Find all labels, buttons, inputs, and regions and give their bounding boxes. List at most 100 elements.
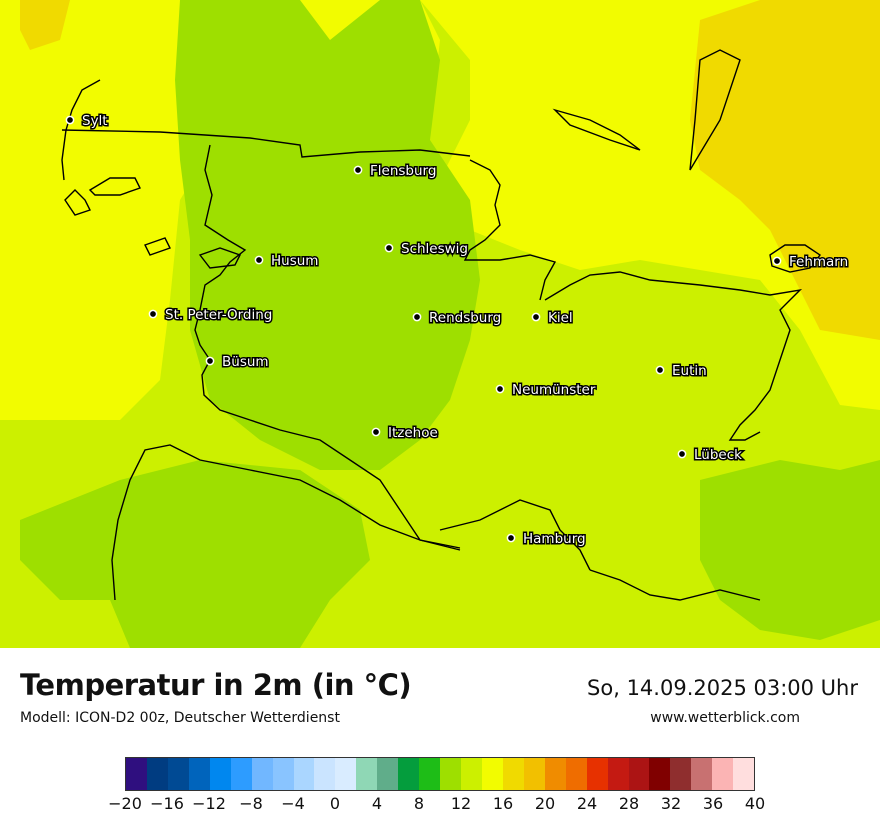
- color-scale-segment: [670, 758, 692, 790]
- city-marker: Itzehoe: [371, 424, 439, 443]
- color-scale-segment: [461, 758, 482, 790]
- color-scale-segment: [565, 758, 587, 790]
- city-label: Hamburg: [523, 531, 586, 547]
- valid-time: So, 14.09.2025 03:00 Uhr: [587, 676, 858, 700]
- city-dot: [148, 309, 158, 319]
- temperature-field: [0, 0, 880, 648]
- color-scale-ticks: −20 −16 −12 −8 −4 0 4 8 12 16 20 24 28 32 36 40: [108, 794, 765, 818]
- city-dot: [506, 533, 516, 543]
- color-scale-tick-label: 20: [534, 794, 556, 813]
- color-scale-segment: [691, 758, 713, 790]
- city-label: Schleswig: [401, 241, 468, 257]
- city-marker: Neumünster: [495, 381, 597, 400]
- color-scale-tick-label: 12: [450, 794, 472, 813]
- field-inland-cool-south: [20, 460, 370, 648]
- color-scale-segment: [188, 758, 210, 790]
- color-scale-tick-label: 8: [413, 794, 425, 813]
- color-scale-tick-label: 16: [492, 794, 514, 813]
- color-scale-segment: [398, 758, 420, 790]
- island-fehmarn: [769, 244, 822, 273]
- color-scale-segment: [502, 758, 524, 790]
- city-marker: Flensburg: [353, 162, 438, 181]
- city-dot: [412, 312, 422, 322]
- color-scale-tick-label: 32: [660, 794, 682, 813]
- color-scale-tick-label: 40: [744, 794, 766, 813]
- lake-schwerin: [552, 49, 741, 171]
- color-scale-segment: [335, 758, 357, 790]
- city-marker: Hamburg: [506, 530, 587, 549]
- color-scale-segment: [314, 758, 336, 790]
- color-scale-segment: [440, 758, 461, 790]
- color-scale-segment: [251, 758, 273, 790]
- color-scale-tick-label: −12: [192, 794, 226, 813]
- elbe-river: [111, 444, 761, 601]
- color-scale-segment: [607, 758, 629, 790]
- city-marker: Lübeck: [677, 446, 744, 465]
- city-dot: [531, 312, 541, 322]
- color-scale-tick-label: −16: [150, 794, 184, 813]
- city-label: Eutin: [672, 363, 707, 379]
- field-warm-northeast: [690, 0, 880, 340]
- city-dot: [353, 165, 363, 175]
- color-scale-segment: [230, 758, 252, 790]
- color-scale-tick-label: 0: [329, 794, 341, 813]
- city-marker: Sylt: [65, 112, 109, 131]
- city-label: St. Peter-Ording: [165, 307, 272, 323]
- city-label: Neumünster: [512, 382, 596, 398]
- city-label: Lübeck: [694, 447, 742, 463]
- city-label: Flensburg: [370, 163, 436, 179]
- color-scale-tick-label: −4: [281, 794, 305, 813]
- field-inland-cool: [175, 0, 480, 470]
- field-warm-northwest: [20, 0, 70, 50]
- color-scale-tick-label: 24: [576, 794, 598, 813]
- city-dot: [65, 115, 75, 125]
- color-scale-segment: [167, 758, 189, 790]
- field-warm-sea: [0, 0, 880, 410]
- color-scale-tick-label: −20: [108, 794, 142, 813]
- city-dot: [677, 449, 687, 459]
- color-scale-tick-label: −8: [239, 794, 263, 813]
- color-scale-segment: [586, 758, 608, 790]
- city-label: Sylt: [82, 113, 108, 129]
- color-scale-segment: [419, 758, 441, 790]
- color-scale-segment: [649, 758, 671, 790]
- map-title: Temperatur in 2m (in °C): [20, 668, 412, 702]
- city-marker: Fehmarn: [772, 253, 850, 272]
- model-info: Modell: ICON-D2 00z, Deutscher Wetterdie…: [20, 710, 340, 726]
- city-label: Kiel: [548, 310, 573, 326]
- city-marker: Husum: [254, 252, 320, 271]
- island-north: [64, 177, 241, 269]
- city-marker: Rendsburg: [412, 309, 503, 328]
- color-scale-segment: [377, 758, 399, 790]
- city-marker: Schleswig: [384, 240, 470, 259]
- color-scale-tick-label: 28: [618, 794, 640, 813]
- city-marker: St. Peter-Ording: [148, 306, 274, 325]
- color-scale-segment: [272, 758, 294, 790]
- city-dot: [254, 255, 264, 265]
- color-scale-segment: [146, 758, 168, 790]
- source-link[interactable]: www.wetterblick.com: [650, 710, 800, 726]
- color-scale-bar: [125, 757, 755, 791]
- city-marker: Büsum: [205, 353, 270, 372]
- baltic-coast: [463, 159, 803, 441]
- map-canvas: Sylt Flensburg Schleswig Husum Fehmarn St. Pe…: [0, 0, 880, 648]
- map-footer: Temperatur in 2m (in °C) Modell: ICON-D2…: [0, 648, 880, 830]
- color-scale-segment: [126, 758, 147, 790]
- temperature-map: Sylt Flensburg Schleswig Husum Fehmarn St. Pe…: [0, 0, 880, 648]
- city-label: Fehmarn: [789, 254, 848, 270]
- color-scale-segment: [356, 758, 378, 790]
- color-scale-segment: [544, 758, 566, 790]
- color-scale-segment: [712, 758, 734, 790]
- city-markers: Sylt Flensburg Schleswig Husum Fehmarn St. Pe…: [65, 112, 850, 549]
- color-scale-segment: [523, 758, 545, 790]
- city-dot: [655, 365, 665, 375]
- city-marker: Kiel: [531, 309, 574, 328]
- color-scale-segment: [293, 758, 315, 790]
- city-label: Husum: [271, 253, 318, 269]
- city-label: Itzehoe: [388, 425, 438, 441]
- color-scale-tick-label: 36: [702, 794, 724, 813]
- city-marker: Eutin: [655, 362, 708, 381]
- color-scale-segment: [733, 758, 755, 790]
- color-scale-segment: [209, 758, 231, 790]
- city-label: Rendsburg: [429, 310, 501, 326]
